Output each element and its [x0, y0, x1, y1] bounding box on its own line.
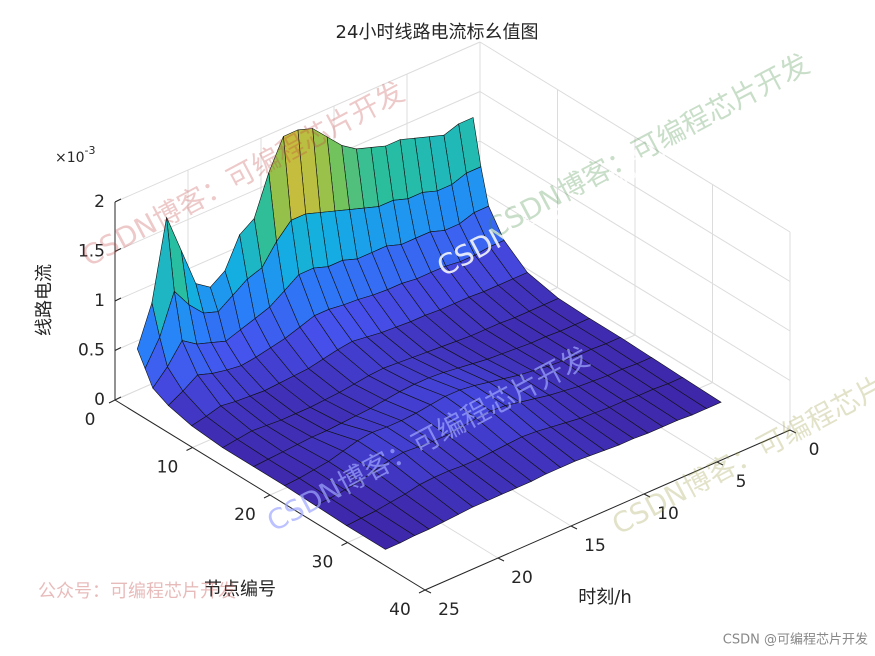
grid-line [479, 41, 791, 233]
grid-line [479, 91, 791, 282]
x-tick-label: 15 [584, 536, 606, 556]
x-tick-label: 10 [657, 504, 679, 524]
grid-line [479, 140, 791, 332]
z-multiplier: ×10-3 [55, 144, 96, 166]
z-tick-label: 1 [94, 291, 105, 311]
surface-patch [345, 517, 401, 550]
x-tick [497, 557, 505, 562]
z-tick [114, 198, 122, 203]
chart-title: 24小时线路电流标幺值图 [336, 22, 539, 43]
footer-credit: CSDN @可编程芯片开发 [723, 632, 868, 648]
x-tick [643, 493, 651, 498]
z-multiplier-exponent: -3 [85, 144, 96, 157]
x-tick [424, 589, 432, 594]
grid-line [114, 41, 481, 203]
y-tick-label: 0 [85, 410, 96, 430]
y-tick-label: 20 [234, 505, 256, 525]
y-tick-label: 30 [312, 553, 334, 573]
z-tick-label: 1.5 [78, 242, 105, 262]
x-axis-label: 时刻/h [578, 587, 631, 608]
y-tick [108, 399, 116, 404]
z-tick-label: 0.5 [78, 341, 105, 361]
x-tick [570, 525, 578, 530]
z-tick [114, 396, 122, 401]
x-tick-label: 5 [736, 472, 747, 492]
y-tick [341, 542, 348, 546]
grid-line [479, 239, 791, 431]
x-tick [789, 429, 797, 434]
z-tick-label: 0 [94, 390, 105, 410]
y-axis-label: 节点编号 [204, 579, 276, 600]
z-tick [114, 297, 122, 302]
x-tick-label: 0 [809, 440, 820, 460]
x-tick-label: 20 [511, 568, 533, 588]
x-axis-line [424, 429, 791, 591]
y-tick [186, 447, 193, 451]
z-multiplier-base: ×10 [55, 150, 85, 166]
y-tick [263, 494, 271, 499]
surface [136, 117, 722, 550]
y-tick-label: 10 [157, 458, 179, 478]
y-tick [418, 589, 426, 594]
z-tick [114, 347, 122, 351]
z-axis-label: 线路电流 [34, 264, 55, 336]
grid-line [479, 190, 791, 381]
labels: 24小时线路电流标幺值图 线路电流 节点编号 时刻/h ×10-3 0 0.5 1 1… [34, 22, 819, 620]
x-tick-label: 25 [438, 600, 460, 620]
z-tick-label: 2 [94, 192, 105, 212]
wechat-watermark: 公众号：可编程芯片开发 [38, 581, 236, 602]
x-tick [716, 461, 724, 466]
z-tick [114, 248, 122, 252]
y-tick-label: 40 [389, 600, 411, 620]
